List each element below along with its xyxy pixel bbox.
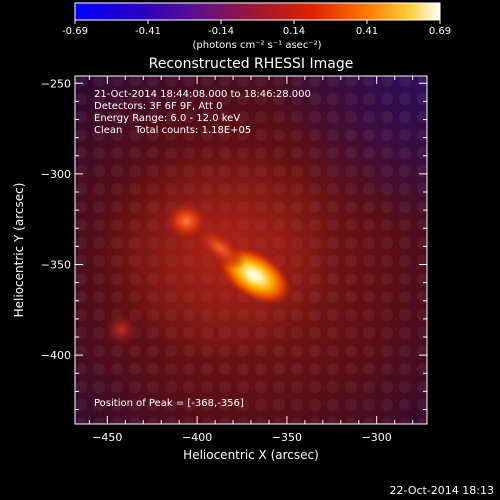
y-tick-label: −250 (41, 77, 71, 90)
annotation-line: Energy Range: 6.0 - 12.0 keV (94, 113, 240, 124)
axis-ticks (75, 76, 427, 424)
x-tick-labels: −450 −400 −350 −300 (92, 431, 392, 444)
emission-source (103, 311, 140, 348)
colorbar-tick-labels: -0.69 -0.41 -0.14 0.14 0.41 0.69 (62, 26, 451, 37)
colorbar-tick-label: -0.41 (135, 26, 161, 37)
x-tick-label: −350 (272, 431, 302, 444)
colorbar-tick-label: -0.69 (62, 26, 88, 37)
colorbar-tick-label: -0.14 (208, 26, 234, 37)
colorbar-unit-label: (photons cm⁻² s⁻¹ asec⁻²) (192, 40, 321, 51)
emission-bridge (195, 226, 246, 270)
heatmap-image (75, 76, 427, 424)
peak-position-label: Position of Peak = [-368,-356] (94, 398, 244, 409)
y-tick-label: −350 (41, 259, 71, 272)
annotation-line: Clean Total counts: 1.18E+05 (94, 125, 251, 136)
info-annotations: 21-Oct-2014 18:44:08.000 to 18:46:28.000… (94, 89, 311, 136)
annotation-line: 21-Oct-2014 18:44:08.000 to 18:46:28.000 (94, 89, 311, 100)
colorbar-ticks (74, 20, 441, 24)
y-tick-label: −400 (41, 349, 71, 362)
y-tick-labels: −250 −300 −350 −400 (41, 77, 71, 362)
y-axis-label: Heliocentric Y (arcsec) (12, 183, 26, 318)
colorbar-tick-label: 0.41 (356, 26, 378, 37)
annotation-line: Detectors: 3F 6F 9F, Att 0 (94, 101, 222, 112)
x-tick-label: −450 (92, 431, 122, 444)
y-tick-label: −300 (41, 168, 71, 181)
x-axis-label: Heliocentric X (arcsec) (183, 448, 319, 462)
colorbar (74, 2, 441, 21)
x-tick-label: −300 (362, 431, 392, 444)
colorbar-tick-label: 0.69 (429, 26, 451, 37)
colorbar-tick-label: 0.14 (283, 26, 305, 37)
footer-timestamp: 22-Oct-2014 18:13 (390, 484, 494, 497)
chart-title: Reconstructed RHESSI Image (149, 56, 354, 72)
x-tick-label: −400 (182, 431, 212, 444)
